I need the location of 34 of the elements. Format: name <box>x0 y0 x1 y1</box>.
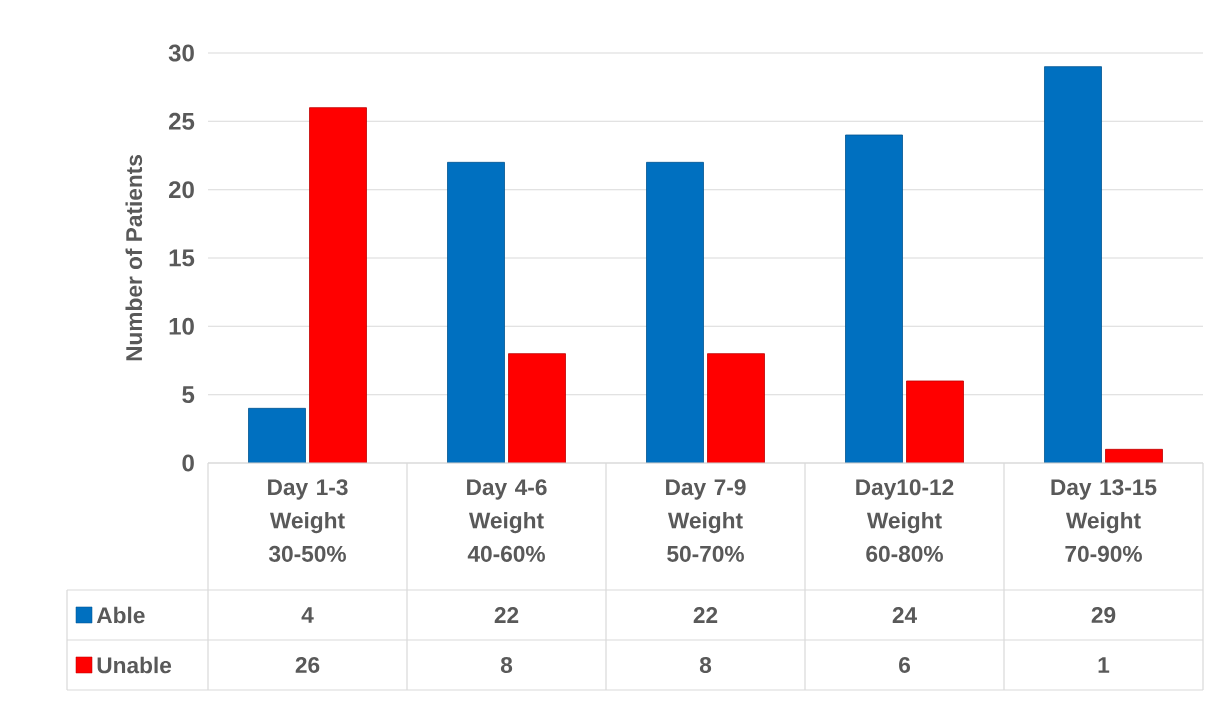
bar <box>248 407 306 463</box>
data-label: 8 <box>500 656 513 674</box>
y-tick-label: 30 <box>168 44 194 62</box>
x-tick-label: Day 4-6 Weight 40-60% <box>467 479 547 562</box>
y-tick-label: 5 <box>182 386 195 404</box>
bar <box>707 353 765 463</box>
y-tick-label: 10 <box>169 317 194 335</box>
bar <box>1044 66 1102 463</box>
data-label: 8 <box>699 656 712 674</box>
y-tick-label: 0 <box>182 454 194 472</box>
bar <box>309 107 367 463</box>
bar <box>845 134 903 463</box>
data-label: 24 <box>892 607 917 623</box>
bar <box>906 380 964 463</box>
data-label: 26 <box>295 656 320 674</box>
data-label: 6 <box>899 656 910 674</box>
x-tick-label: Day10-12 Weight 60-80% <box>856 479 954 562</box>
x-tick-label: Day 7-9 Weight 50-70% <box>666 479 746 562</box>
y-axis-title: Number of Patients <box>125 155 143 361</box>
data-label: 4 <box>301 607 314 623</box>
bar <box>646 161 704 463</box>
x-tick-label: Day 13-15 Weight 70-90% <box>1051 479 1157 562</box>
data-label: 22 <box>494 607 519 623</box>
y-tick-label: 15 <box>169 249 195 267</box>
bar <box>447 161 505 463</box>
data-label: 22 <box>693 607 718 623</box>
data-label: 1 <box>1098 657 1110 673</box>
x-tick-label: Day 1-3 Weight 30-50% <box>268 479 348 562</box>
legend-label: Able <box>96 606 145 624</box>
legend-label: Unable <box>97 656 172 674</box>
data-label: 29 <box>1091 606 1116 624</box>
y-tick-label: 20 <box>169 181 194 199</box>
y-tick-label: 25 <box>169 112 195 130</box>
bar <box>508 353 566 463</box>
